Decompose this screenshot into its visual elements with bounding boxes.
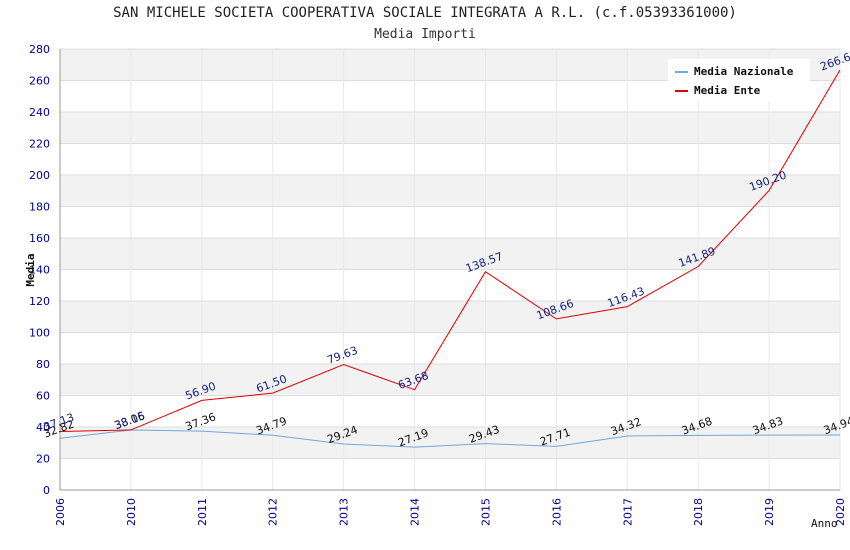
y-tick-label: 80 — [36, 358, 50, 371]
y-axis-ticks: 0 20 40 60 80 100 120 140 160 180 200 220 240 260 280 — [29, 43, 50, 497]
y-tick-label: 280 — [29, 43, 50, 56]
x-tick-label: 2017 — [621, 498, 634, 526]
y-axis-title: Media — [24, 253, 37, 286]
x-tick-label: 2018 — [692, 498, 705, 526]
series-layer — [59, 69, 841, 448]
data-label-media-ente: 79.63 — [325, 344, 359, 367]
y-tick-label: 200 — [29, 169, 50, 182]
x-tick-label: 2019 — [763, 498, 776, 526]
y-tick-label: 160 — [29, 232, 50, 245]
chart-title: SAN MICHELE SOCIETA COOPERATIVA SOCIALE … — [113, 5, 737, 21]
series-line-media-ente — [59, 69, 841, 433]
grid-lines — [59, 48, 841, 491]
legend-label-media-nazionale: Media Nazionale — [694, 65, 794, 78]
y-tick-label: 180 — [29, 201, 50, 214]
grid-band — [60, 427, 840, 459]
x-tick-label: 2016 — [550, 498, 563, 526]
y-tick-label: 140 — [29, 264, 50, 277]
y-tick-label: 60 — [36, 390, 50, 403]
grid-bands — [60, 49, 840, 459]
legend-label-media-ente: Media Ente — [694, 84, 761, 97]
y-tick-label: 220 — [29, 138, 50, 151]
x-tick-label: 2012 — [267, 498, 280, 526]
x-tick-label: 2006 — [54, 498, 67, 526]
grid-band — [60, 364, 840, 396]
y-tick-label: 120 — [29, 295, 50, 308]
x-tick-label: 2015 — [479, 498, 492, 526]
grid-band — [60, 112, 840, 144]
x-tick-label: 2010 — [125, 498, 138, 526]
x-axis-title: Anno — [811, 517, 838, 530]
grid-band — [60, 175, 840, 207]
y-tick-label: 0 — [43, 484, 50, 497]
grid-band — [60, 301, 840, 333]
y-tick-label: 240 — [29, 106, 50, 119]
y-tick-label: 100 — [29, 327, 50, 340]
series-line-media-nazionale — [59, 429, 841, 448]
y-tick-label: 40 — [36, 421, 50, 434]
chart-subtitle: Media Importi — [374, 27, 476, 42]
legend: Media Nazionale Media Ente — [668, 59, 810, 101]
axes — [59, 49, 840, 491]
legend-box — [668, 59, 810, 101]
grid-band — [60, 238, 840, 270]
x-tick-label: 2013 — [338, 498, 351, 526]
x-tick-label: 2014 — [409, 498, 422, 526]
y-tick-label: 20 — [36, 453, 50, 466]
y-tick-label: 260 — [29, 75, 50, 88]
x-tick-label: 2020 — [834, 498, 847, 526]
x-axis-ticks: 2006 2010 2011 2012 2013 2014 2015 2016 2017 2018… — [54, 498, 847, 526]
x-tick-label: 2011 — [196, 498, 209, 526]
